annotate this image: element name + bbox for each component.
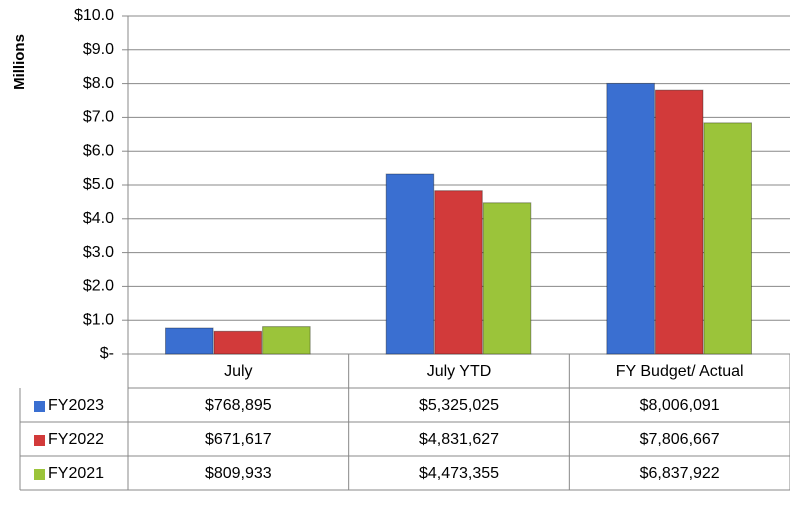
bar bbox=[482, 202, 532, 355]
y-tick-label: $7.0 bbox=[83, 109, 114, 126]
y-tick-label: $9.0 bbox=[83, 41, 114, 58]
y-tick-label: $2.0 bbox=[83, 278, 114, 295]
table-value: $768,895 bbox=[205, 397, 272, 414]
legend-key bbox=[34, 435, 45, 446]
legend-label: FY2022 bbox=[48, 431, 104, 448]
table-value: $6,837,922 bbox=[640, 465, 720, 482]
table-value: $809,933 bbox=[205, 465, 272, 482]
x-tick-label: FY Budget/ Actual bbox=[616, 363, 744, 380]
bar bbox=[654, 89, 704, 355]
table-value: $4,473,355 bbox=[419, 465, 499, 482]
legend-label: FY2021 bbox=[48, 465, 104, 482]
bar bbox=[703, 122, 752, 355]
legend-key bbox=[34, 401, 45, 412]
table-value: $5,325,025 bbox=[419, 397, 499, 414]
y-tick-label: $3.0 bbox=[83, 244, 114, 261]
table-value: $671,617 bbox=[205, 431, 272, 448]
table-value: $8,006,091 bbox=[640, 397, 720, 414]
y-tick-label: $4.0 bbox=[83, 210, 114, 227]
y-tick-label: $5.0 bbox=[83, 176, 114, 193]
y-tick-label: $6.0 bbox=[83, 142, 114, 159]
x-tick-label: July YTD bbox=[427, 363, 492, 380]
bar bbox=[262, 326, 311, 355]
legend-label: FY2023 bbox=[48, 397, 104, 414]
bar bbox=[213, 330, 263, 355]
y-tick-label: $1.0 bbox=[83, 311, 114, 328]
y-tick-label: $- bbox=[100, 345, 114, 362]
table-value: $7,806,667 bbox=[640, 431, 720, 448]
bar bbox=[385, 173, 435, 355]
x-tick-label: July bbox=[224, 363, 252, 380]
bar bbox=[165, 327, 214, 355]
table-value: $4,831,627 bbox=[419, 431, 499, 448]
bar bbox=[434, 190, 483, 355]
y-tick-label: $8.0 bbox=[83, 75, 114, 92]
y-tick-label: $10.0 bbox=[74, 7, 114, 24]
bar bbox=[606, 82, 655, 355]
y-axis-label: Millions bbox=[11, 34, 28, 90]
legend-key bbox=[34, 469, 45, 480]
